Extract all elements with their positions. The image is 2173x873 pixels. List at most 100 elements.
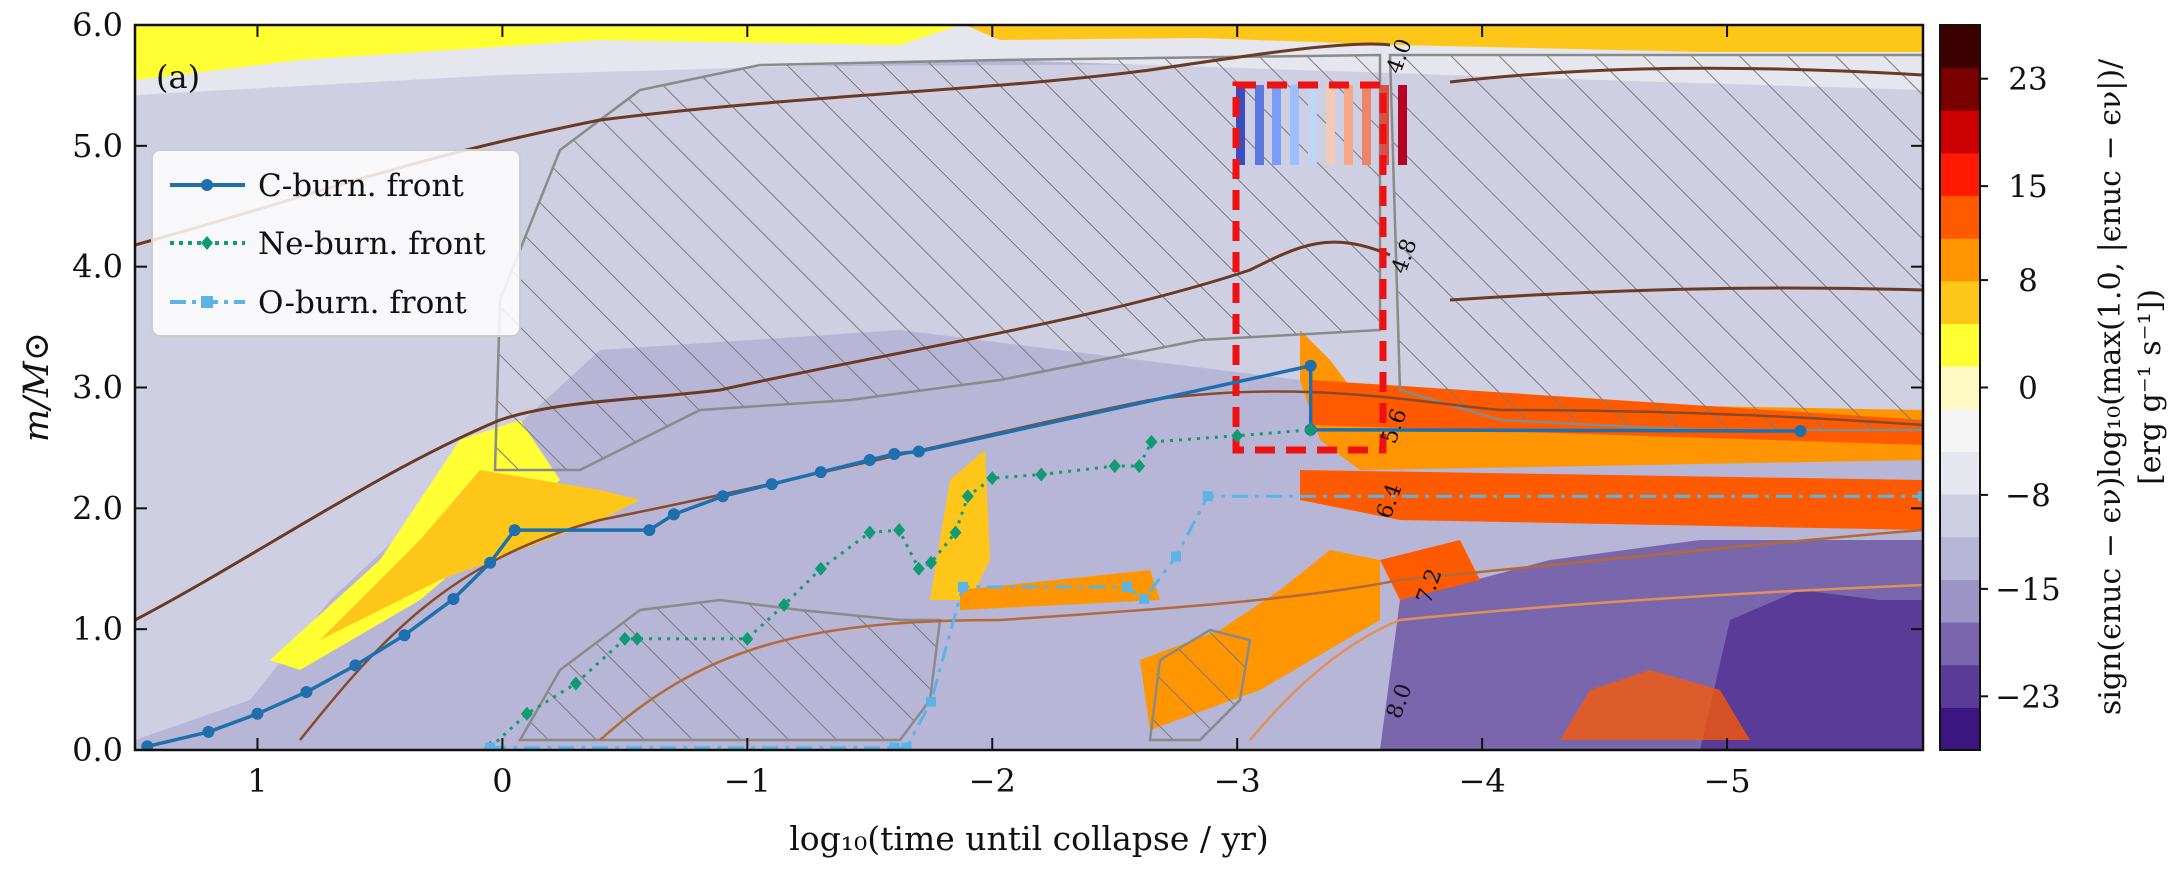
series-point (716, 490, 729, 503)
series-point (485, 742, 496, 750)
x-tick-label: −2 (969, 762, 1016, 800)
series-point (1133, 459, 1146, 474)
o-burning-shell-flash (1300, 470, 1923, 530)
x-axis-label: log₁₀(time until collapse / yr) (789, 819, 1268, 858)
series-point (1794, 425, 1807, 437)
series-point (1035, 467, 1048, 482)
colorbar-tick-label: 23 (2008, 62, 2047, 98)
series-point (1304, 422, 1317, 437)
legend-label-ne: Ne-burn. front (258, 226, 486, 262)
convective-zone-2 (1388, 53, 1923, 432)
x-tick-label: −3 (1214, 762, 1261, 800)
core-speckle-region (1560, 670, 1750, 740)
y-tick-label: 6.0 (72, 6, 123, 44)
series-point (300, 686, 313, 698)
colorbar-segment (1940, 451, 1980, 495)
series-point (893, 523, 906, 538)
surface-yellow-region (135, 25, 960, 80)
palette-swatch-10 (1398, 85, 1407, 165)
convective-zone-4 (1148, 628, 1252, 742)
c-burning-orange-flash (320, 470, 640, 640)
series-point (949, 525, 962, 540)
series-point (1139, 593, 1150, 604)
series-point (863, 454, 876, 466)
colorbar-segment (1940, 494, 1980, 538)
palette-swatch-7 (1344, 85, 1353, 165)
colorbar-segment (1940, 280, 1980, 325)
colorbar-segment (1940, 579, 1980, 623)
palette-swatch-2 (1255, 85, 1264, 165)
colorbar-segment (1940, 664, 1980, 708)
zoom-region-outline (1232, 81, 1387, 454)
o-burning-flash-1 (960, 570, 1160, 610)
x-tick-label: 0 (492, 762, 512, 800)
energy-field-map (135, 25, 1923, 750)
series-point (925, 555, 938, 570)
series-point (1202, 491, 1213, 502)
colorbar-segment (1940, 67, 1980, 111)
legend-marker-c (201, 179, 213, 191)
series-point (765, 478, 778, 491)
series-point (901, 742, 912, 750)
colorbar-tick-label: 8 (2018, 263, 2038, 299)
series-point (618, 631, 631, 646)
series-point (986, 471, 999, 486)
x-tick-label: −1 (724, 762, 771, 800)
colorbar-segment (1940, 195, 1980, 239)
series-point (643, 524, 656, 537)
colorbar-label-line-1: sign(ϵnuc − ϵν)log₁₀(max(1.0, |ϵnuc − ϵν… (2093, 58, 2128, 715)
colorbar-tick-label: −15 (1995, 572, 2060, 608)
colorbar-label-line-2: [erg g⁻¹ s⁻¹]) (2133, 289, 2168, 485)
series-point (814, 561, 827, 576)
series-point (398, 629, 411, 642)
palette-swatch-3 (1272, 85, 1281, 165)
palette-swatch-8 (1362, 85, 1371, 165)
series-point (863, 525, 876, 540)
y-tick-label: 5.0 (72, 127, 123, 165)
colorbar-tick-label: −8 (2005, 478, 2051, 514)
core-darkest-region (1700, 590, 1923, 750)
series-point (508, 524, 521, 537)
series-point (961, 489, 974, 504)
panel-label: (a) (156, 58, 200, 96)
series-point (251, 707, 264, 720)
legend-marker-o (201, 296, 213, 308)
x-tick-label: 1 (247, 762, 267, 800)
series-point (889, 742, 900, 750)
zoom-region-box (1232, 81, 1407, 454)
series-point (520, 706, 533, 721)
colorbar-segment (1940, 238, 1980, 282)
colorbar-tick-label: −23 (1995, 679, 2060, 715)
colorbar-ticks: −23 −15 −8 0 8 15 23 (1980, 62, 2061, 715)
series-point (814, 466, 827, 479)
colorbar-tick-label: 15 (2008, 169, 2047, 205)
colorbar-segment (1940, 408, 1980, 452)
series-point (888, 447, 901, 460)
series-point (1121, 581, 1132, 592)
series-point (141, 740, 154, 750)
series-point (569, 676, 582, 691)
colorbar (1939, 24, 1981, 751)
series-point (778, 598, 791, 612)
colorbar-segment (1940, 152, 1980, 197)
x-tick-label: −4 (1459, 762, 1506, 800)
ne-burning-flash (930, 450, 990, 600)
palette-swatch-6 (1326, 85, 1335, 165)
series-point (1108, 459, 1121, 474)
series-point (912, 445, 925, 458)
palette-swatch-4 (1290, 85, 1299, 165)
series-point (484, 556, 497, 569)
series-point (202, 725, 215, 738)
y-axis-label: m/M⊙ (17, 332, 57, 442)
y-tick-label: 2.0 (72, 489, 123, 527)
colorbar-segment (1940, 622, 1980, 666)
legend-label-o: O-burn. front (258, 285, 467, 321)
surface-orange-region (965, 25, 1923, 52)
colorbar-segment (1940, 536, 1980, 580)
inner-orange-flash (1380, 540, 1480, 600)
palette-swatch-1 (1236, 85, 1245, 165)
legend-marker-ne (201, 236, 213, 250)
series-point (957, 581, 968, 592)
legend-label-c: C-burn. front (258, 168, 464, 204)
